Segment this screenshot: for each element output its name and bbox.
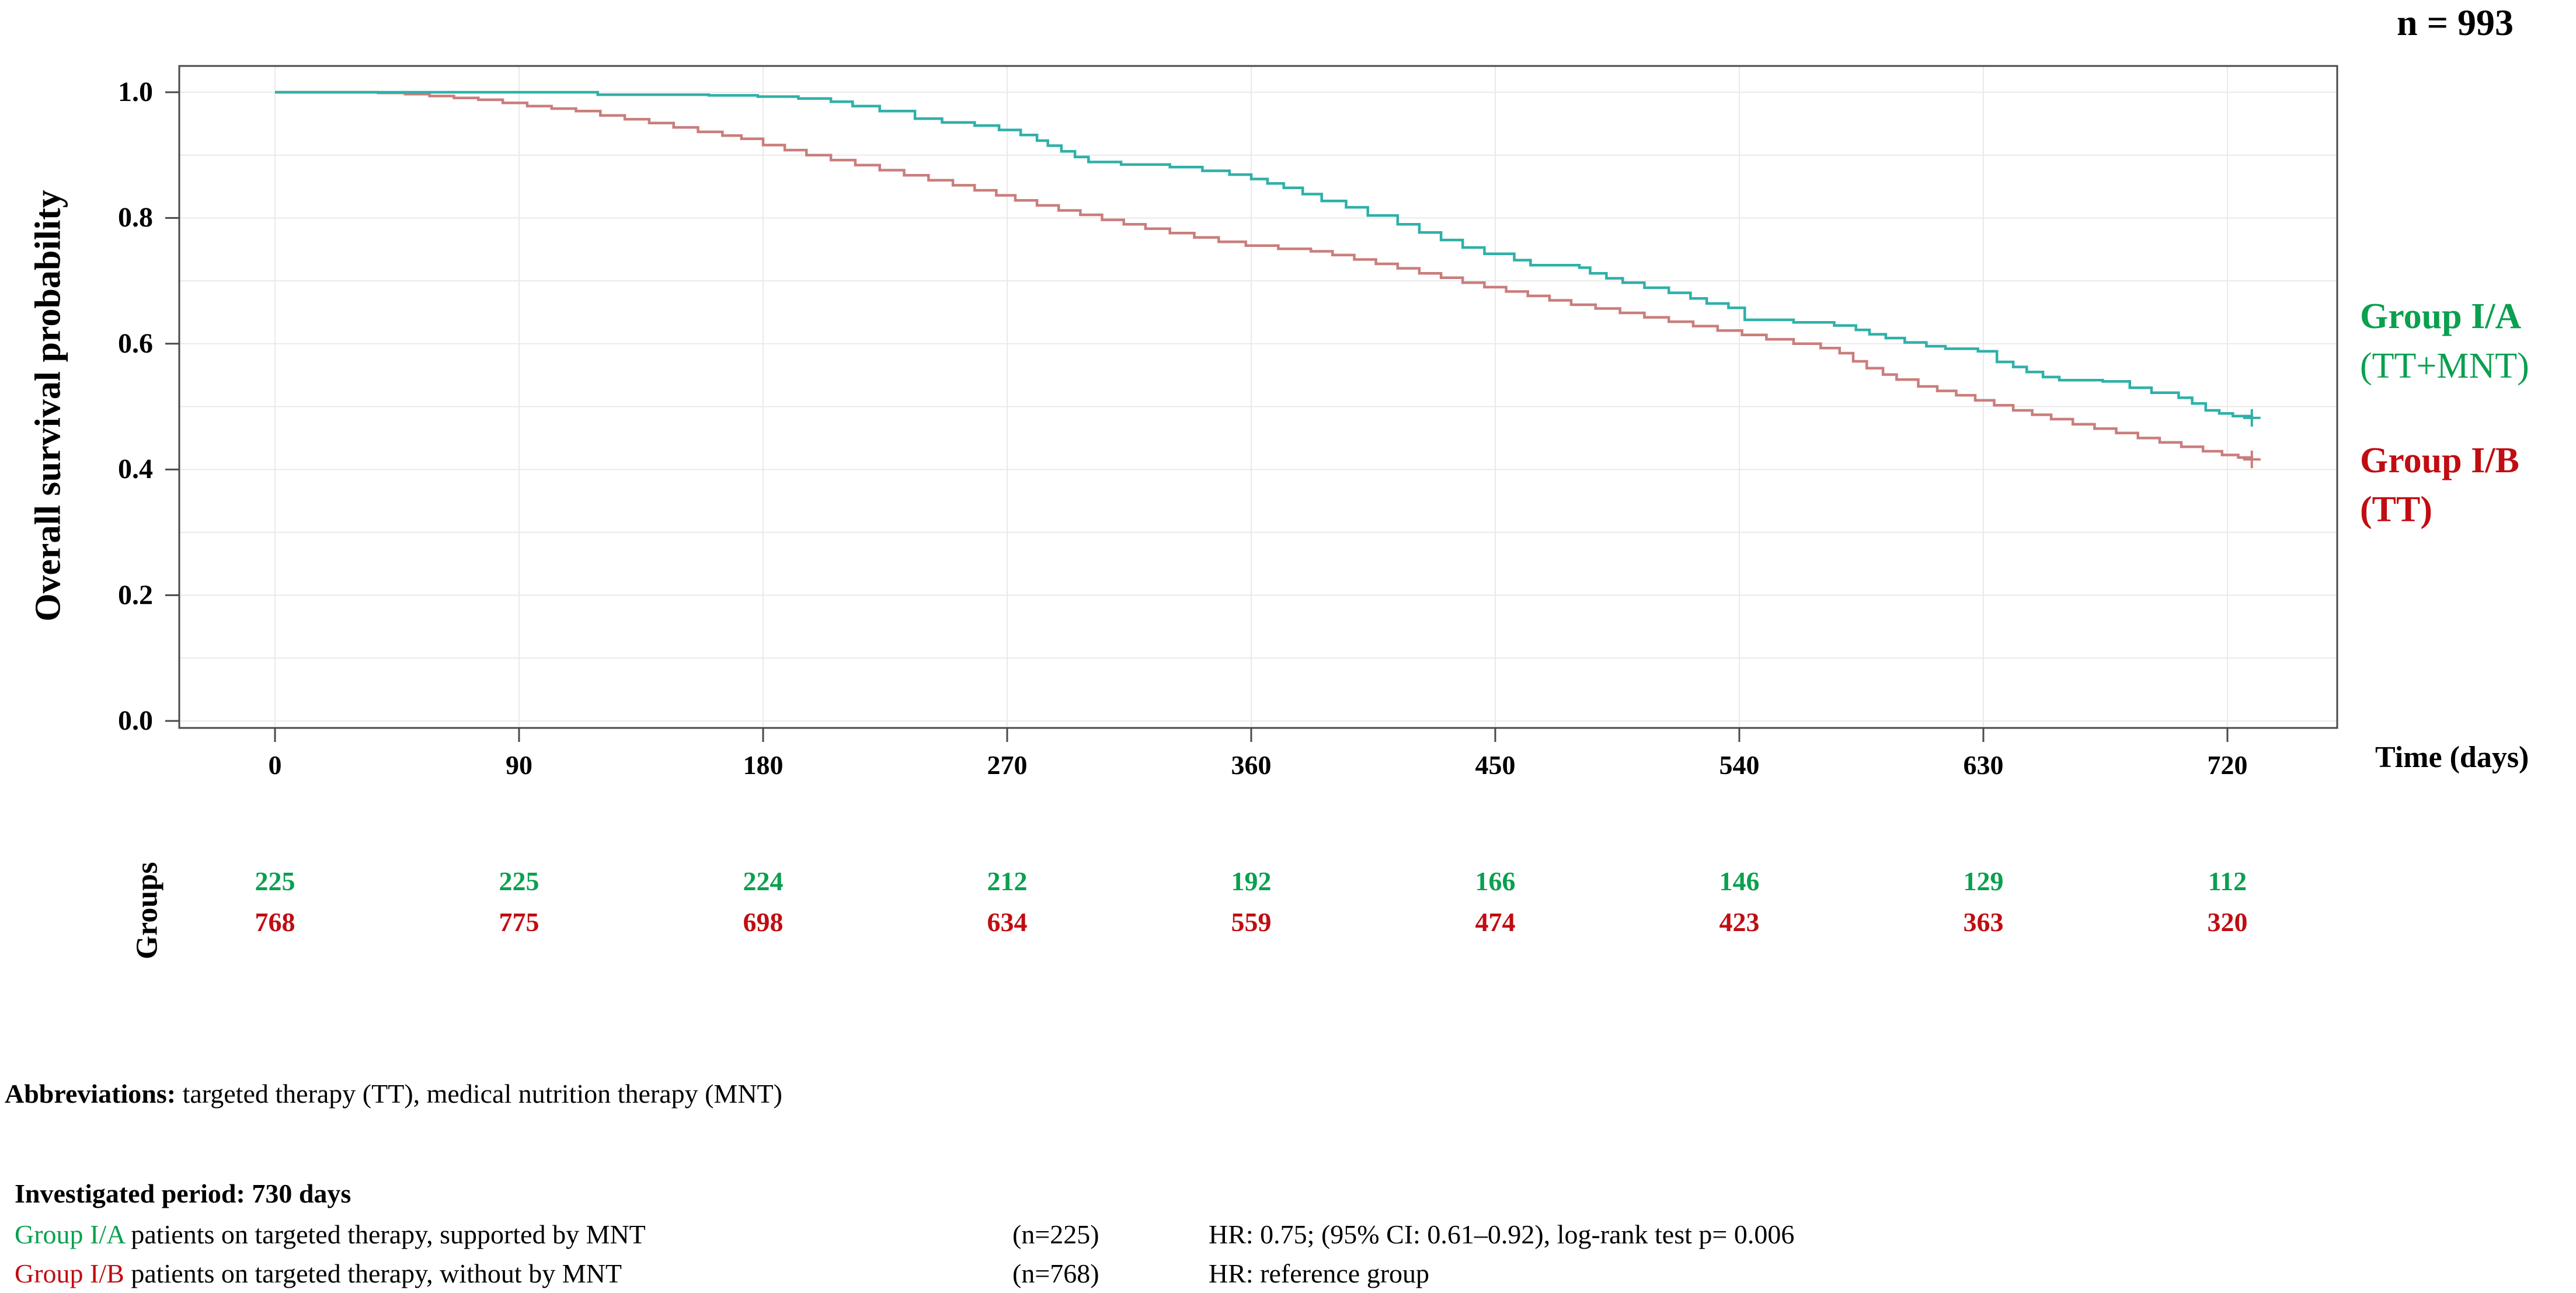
risk-count: 634	[987, 907, 1028, 937]
x-tick-label: 180	[743, 750, 784, 780]
risk-count: 146	[1719, 866, 1760, 896]
risk-count: 423	[1719, 907, 1760, 937]
risk-table-axis-label: Groups	[130, 862, 164, 960]
group-b-n: (n=768)	[1012, 1259, 1099, 1288]
risk-count: 698	[743, 907, 784, 937]
risk-count: 363	[1963, 907, 2004, 937]
survival-curve	[275, 90, 2254, 418]
x-tick-label: 360	[1231, 750, 1272, 780]
plot-border	[178, 65, 2338, 729]
group-a-desc-text: patients on targeted therapy, supported …	[124, 1219, 646, 1249]
x-tick-label: 90	[505, 750, 532, 780]
risk-count: 192	[1231, 866, 1272, 896]
legend-group-a-sublabel: (TT+MNT)	[2360, 346, 2529, 386]
y-tick-label: 0.6	[118, 327, 153, 359]
y-tick-label: 0.0	[118, 705, 153, 736]
investigated-period-line: Investigated period: 730 days	[15, 1179, 351, 1208]
x-tick-label: 720	[2207, 750, 2248, 780]
y-tick-label: 0.2	[118, 579, 153, 611]
group-a-name: Group I/A	[15, 1219, 124, 1249]
legend-group-a-label: Group I/A	[2360, 297, 2522, 336]
y-tick-label: 0.8	[118, 202, 153, 233]
risk-count: 225	[499, 866, 539, 896]
total-n-label: n = 993	[2396, 2, 2514, 43]
x-tick-label: 630	[1963, 750, 2004, 780]
risk-count: 775	[499, 907, 539, 937]
risk-count: 129	[1963, 866, 2004, 896]
risk-count: 225	[255, 866, 295, 896]
risk-count: 112	[2208, 866, 2247, 896]
abbreviations-lead: Abbreviations:	[5, 1079, 176, 1109]
legend-group-b-sublabel: (TT)	[2360, 490, 2432, 529]
abbreviations-text: targeted therapy (TT), medical nutrition…	[176, 1079, 782, 1109]
risk-count: 212	[987, 866, 1028, 896]
survival-curve	[275, 90, 2254, 459]
y-tick-label: 0.4	[118, 454, 153, 485]
x-tick-label: 540	[1719, 750, 1760, 780]
legend-group-b-label: Group I/B	[2360, 441, 2519, 480]
group-a-description: Group I/A patients on targeted therapy, …	[15, 1218, 646, 1252]
risk-count: 474	[1475, 907, 1516, 937]
risk-count: 320	[2207, 907, 2248, 937]
risk-count: 224	[743, 866, 784, 896]
group-a-n: (n=225)	[1012, 1219, 1099, 1249]
y-axis-title: Overall survival probability	[28, 190, 68, 622]
group-b-name: Group I/B	[15, 1259, 124, 1288]
group-b-hr: HR: reference group	[1209, 1259, 1430, 1288]
x-tick-label: 450	[1475, 750, 1516, 780]
group-a-hr: HR: 0.75; (95% CI: 0.61–0.92), log-rank …	[1209, 1219, 1795, 1249]
x-axis-title: Time (days)	[2375, 741, 2529, 774]
x-tick-label: 0	[268, 750, 282, 780]
risk-count: 768	[255, 907, 295, 937]
risk-count: 559	[1231, 907, 1272, 937]
group-b-desc-text: patients on targeted therapy, without by…	[124, 1259, 622, 1288]
group-b-description: Group I/B patients on targeted therapy, …	[15, 1257, 622, 1291]
y-tick-label: 1.0	[118, 76, 153, 107]
risk-count: 166	[1475, 866, 1516, 896]
x-tick-label: 270	[987, 750, 1028, 780]
abbreviations-line: Abbreviations: targeted therapy (TT), me…	[5, 1077, 782, 1111]
